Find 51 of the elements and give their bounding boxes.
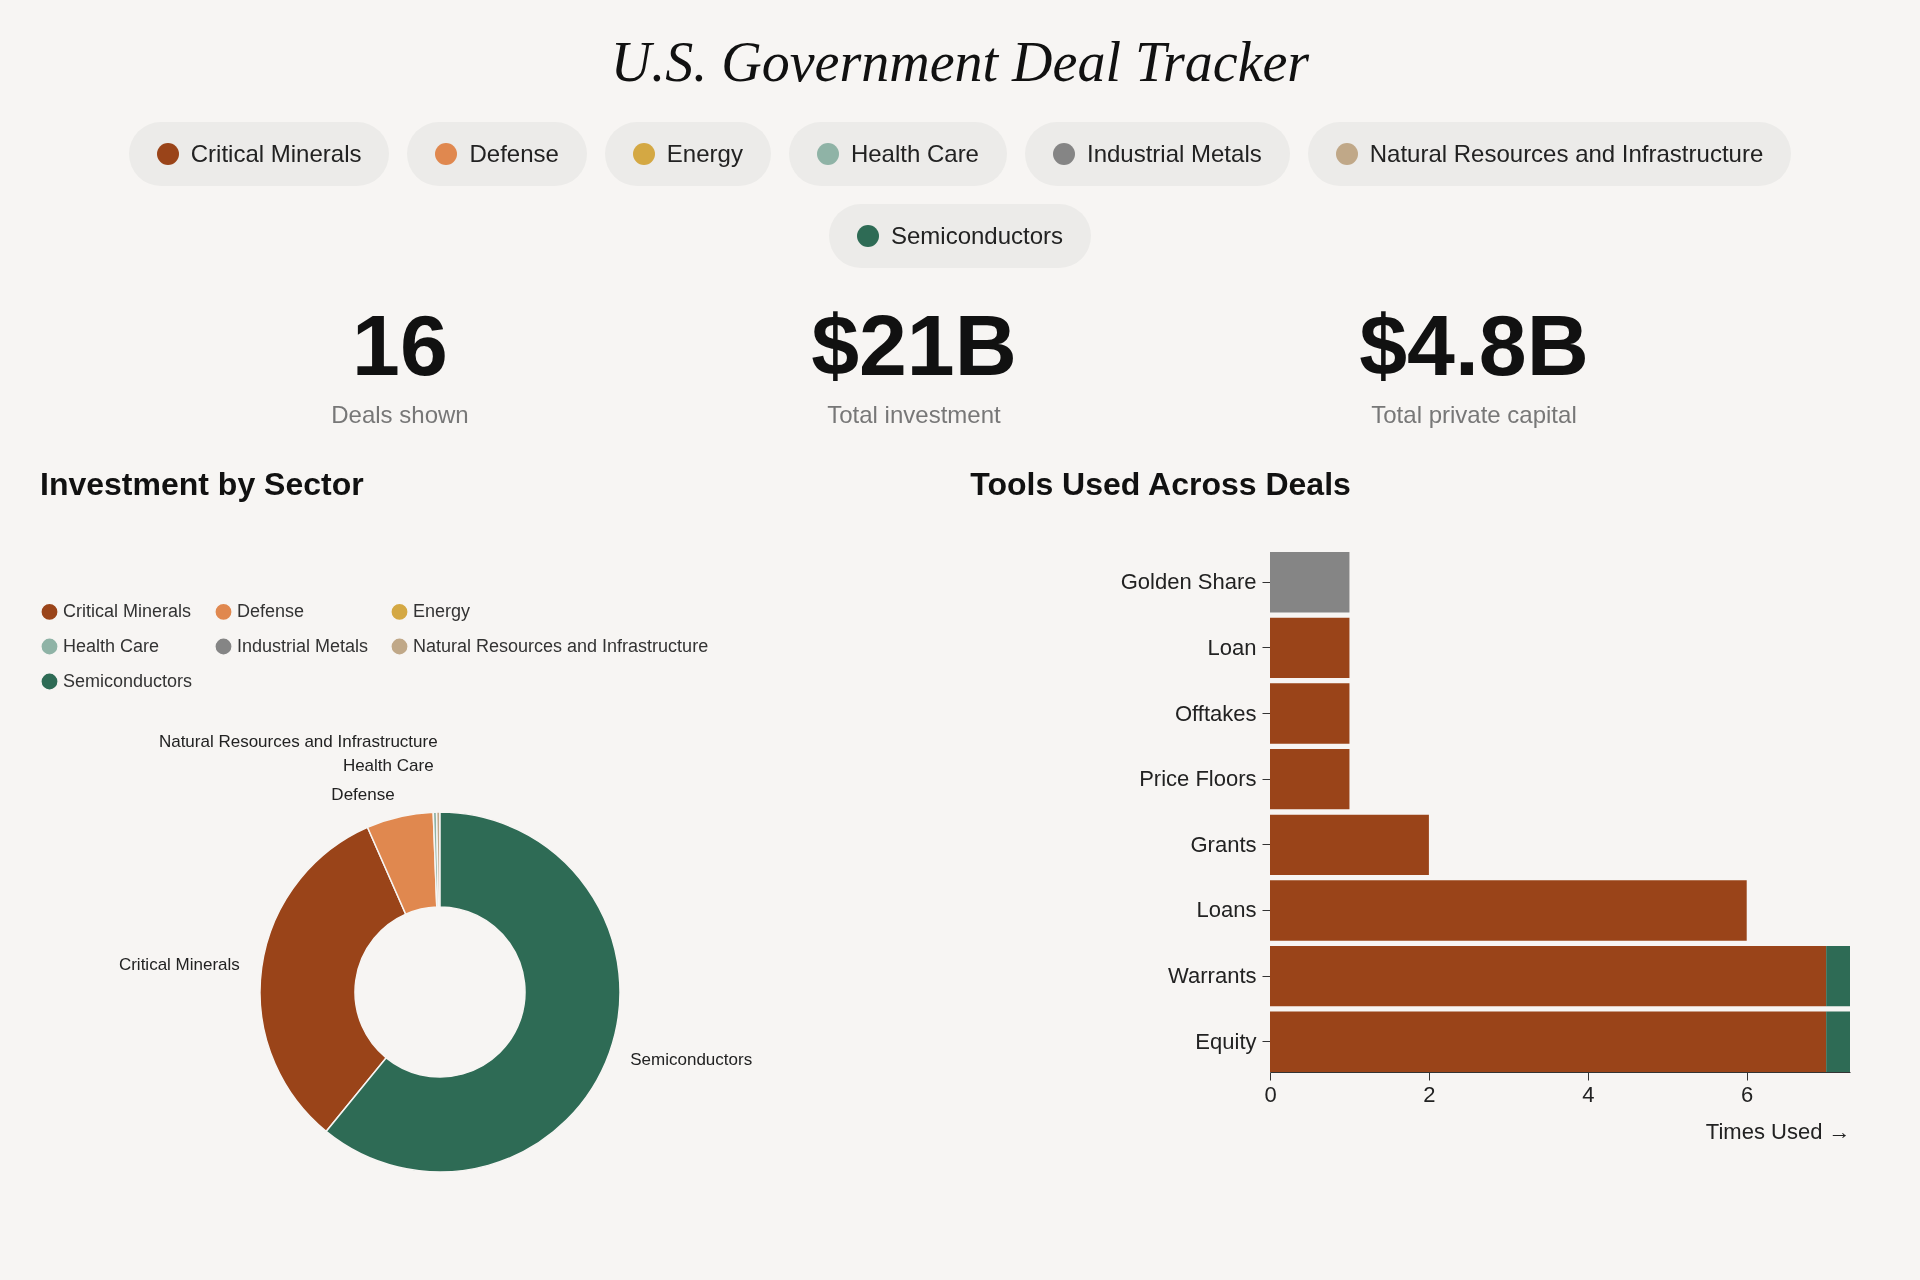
y-tick-label: Grants [1190,831,1257,857]
category-label: Natural Resources and Infrastructure [1369,140,1764,168]
bar [1270,551,1350,612]
category-label: Critical Minerals [190,140,362,168]
bar [1270,617,1350,678]
y-tick-label: Warrants [1168,962,1257,988]
category-label: Health Care [850,140,979,168]
chart-title: Tools Used Across Deals [970,465,1351,502]
bar [1826,1011,1850,1072]
y-tick-label: Price Floors [1139,765,1257,791]
bar [1270,814,1429,875]
y-tick-label: Equity [1195,1028,1257,1054]
text: Deals shown [331,400,469,429]
text: U.S. Government Deal Tracker [609,30,1311,94]
legend-label: Energy [413,600,471,621]
slice-label: Defense [331,784,395,804]
x-tick-label: 2 [1423,1081,1436,1107]
text: Total investment [826,400,1002,429]
text: $21B [811,297,1017,393]
text: $4.8B [1359,297,1589,393]
x-tick-label: 6 [1741,1081,1754,1107]
legend-label: Critical Minerals [63,600,192,621]
legend-label: Semiconductors [63,670,193,691]
chart-title: Investment by Sector [40,465,364,502]
y-tick-label: Offtakes [1174,700,1257,726]
category-label: Industrial Metals [1086,140,1262,168]
x-axis-title: Times Used → [1705,1118,1851,1144]
x-tick-label: 4 [1582,1081,1595,1107]
category-label: Energy [666,140,743,168]
bar [1270,879,1747,941]
x-tick-label: 0 [1264,1081,1277,1107]
category-label: Natural Resources and Infrastructure [158,731,438,751]
legend-label: Defense [237,600,305,621]
text: 16 [351,297,449,393]
y-tick-label: Golden Share [1120,568,1257,594]
category-label: Defense [469,140,559,168]
bar [1270,682,1350,744]
legend-label: Industrial Metals [237,635,369,656]
slice-label: Critical Minerals [118,954,240,974]
slice-label: Health Care [342,755,434,775]
legend-label: Health Care [63,635,160,656]
category-label: Semiconductors [890,222,1064,250]
bar [1826,945,1850,1006]
text: Total private capital [1370,400,1578,429]
bar [1270,748,1350,809]
bar [1270,945,1827,1006]
legend-label: Natural Resources and Infrastructure [413,635,709,656]
y-tick-label: Loans [1196,897,1257,923]
bar [1270,1011,1827,1072]
y-tick-label: Loan [1207,634,1257,660]
slice-label: Semiconductors [630,1049,753,1069]
